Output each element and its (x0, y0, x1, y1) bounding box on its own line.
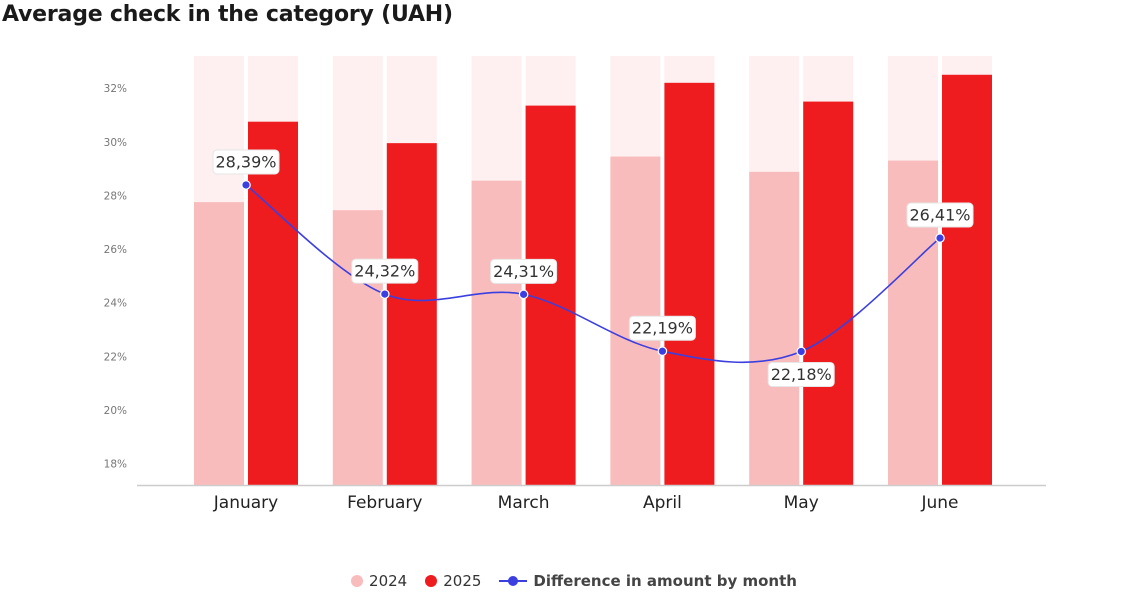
x-tick-label-june: June (920, 493, 958, 513)
difference-label-box-february (351, 258, 419, 284)
bar-2025-june (942, 74, 992, 486)
legend-item-difference[interactable]: Difference in amount by month (499, 572, 797, 590)
legend-swatch-2024 (351, 575, 364, 587)
legend-item-2025[interactable]: 2025 (425, 572, 481, 590)
difference-point-february (379, 289, 390, 299)
x-tick-label-january: January (213, 493, 278, 513)
x-tick-label-february: February (347, 493, 422, 513)
difference-label-february: 24,32% (354, 262, 415, 281)
difference-label-box-march (490, 258, 558, 284)
bar-2025-may (803, 101, 854, 486)
combo-chart: January February March April May June 18% 20% 22… (104, 56, 1046, 513)
bar-2024-march (471, 180, 522, 485)
legend-label-difference: Difference in amount by month (533, 572, 797, 590)
difference-label-march: 24,31% (493, 262, 554, 281)
difference-label-box-may (767, 361, 835, 387)
legend-swatch-2025 (425, 575, 438, 587)
difference-point-june (935, 233, 945, 243)
y-tick-label: 30% (104, 137, 127, 149)
bar-2024-may (749, 171, 800, 485)
difference-label-box-january (212, 149, 280, 175)
bar-2024-january (194, 202, 244, 486)
bar-2025-january (248, 121, 298, 486)
legend-label-2024: 2024 (369, 572, 408, 590)
difference-point-march (518, 289, 529, 300)
legend-item-2024[interactable]: 2024 (351, 572, 407, 590)
chart-legend: 2024 2025 Difference in amount by month (0, 572, 1148, 590)
y-tick-label: 28% (104, 190, 127, 202)
x-tick-label-april: April (643, 493, 682, 513)
y-tick-label: 32% (104, 83, 127, 95)
legend-label-2025: 2025 (443, 572, 482, 590)
difference-label-box-june (906, 202, 974, 228)
bar-2025-april (664, 82, 715, 485)
bar-2024-february (332, 210, 383, 485)
difference-point-april (657, 346, 668, 357)
x-tick-label-may: May (784, 493, 819, 513)
difference-point-may (796, 346, 806, 357)
y-tick-label: 24% (104, 298, 127, 310)
difference-label-may: 22,18% (771, 365, 832, 384)
difference-label-box-april (628, 315, 696, 341)
legend-line-symbol (499, 575, 528, 587)
y-tick-label: 26% (104, 244, 127, 256)
chart-title: Average check in the category (UAH) (2, 2, 453, 27)
y-tick-label: 22% (104, 351, 127, 363)
difference-label-june: 26,41% (909, 206, 970, 225)
bar-2025-february (386, 143, 437, 485)
difference-label-april: 22,19% (632, 319, 693, 338)
bar-2025-march (525, 105, 576, 486)
y-tick-label: 18% (104, 459, 127, 471)
difference-point-january (241, 180, 251, 190)
y-tick-label: 20% (104, 405, 127, 417)
x-tick-label-march: March (498, 493, 550, 513)
difference-label-january: 28,39% (215, 152, 276, 171)
